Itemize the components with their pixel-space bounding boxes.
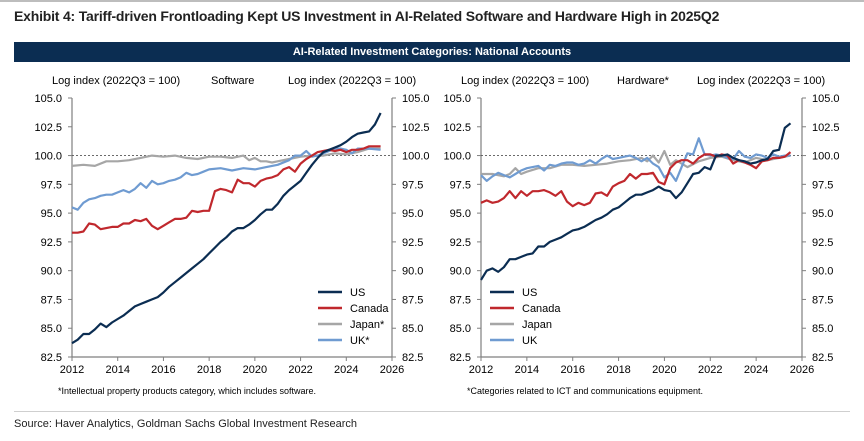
y-tick-label-right: 102.5 xyxy=(402,122,430,134)
legend-label-canada: Canada xyxy=(522,303,561,315)
y-tick-label-left: 87.5 xyxy=(41,294,62,306)
series-line-japan xyxy=(71,147,381,167)
x-tick-label: 2012 xyxy=(469,364,493,376)
y-tick-label-left: 92.5 xyxy=(41,237,62,249)
series-line-us xyxy=(480,122,792,281)
x-tick-label: 2024 xyxy=(744,364,768,376)
right-axis-label: Log index (2022Q3 = 100) xyxy=(697,75,826,87)
right-axis-label: Log index (2022Q3 = 100) xyxy=(288,75,417,87)
y-tick-label-right: 95.0 xyxy=(402,208,423,220)
y-tick-label-left: 105.0 xyxy=(34,93,62,105)
y-tick-label-left: 100.0 xyxy=(443,151,471,163)
y-tick-label-left: 95.0 xyxy=(41,208,62,220)
y-tick-label-right: 90.0 xyxy=(812,266,833,278)
left-axis-label: Log index (2022Q3 = 100) xyxy=(52,75,181,87)
series-line-us xyxy=(71,112,382,345)
x-tick-label: 2018 xyxy=(197,364,221,376)
bottom-rule xyxy=(14,411,850,412)
top-rule xyxy=(0,0,864,2)
y-tick-label-left: 92.5 xyxy=(450,237,471,249)
chart-title: Software xyxy=(211,75,255,87)
x-tick-label: 2026 xyxy=(790,364,814,376)
y-tick-label-right: 87.5 xyxy=(402,294,423,306)
legend-label-uk: UK* xyxy=(350,335,370,347)
chart-banner: AI-Related Investment Categories: Nation… xyxy=(14,42,850,62)
x-tick-label: 2012 xyxy=(60,364,84,376)
y-tick-label-right: 85.0 xyxy=(402,323,423,335)
legend-label-us: US xyxy=(350,287,365,299)
y-tick-label-right: 95.0 xyxy=(812,208,833,220)
y-tick-label-right: 100.0 xyxy=(402,151,430,163)
y-tick-label-right: 90.0 xyxy=(402,266,423,278)
y-tick-label-right: 87.5 xyxy=(812,294,833,306)
y-tick-label-left: 97.5 xyxy=(450,179,471,191)
y-tick-label-left: 85.0 xyxy=(41,323,62,335)
y-tick-label-right: 82.5 xyxy=(812,352,833,364)
source-note: Source: Haver Analytics, Goldman Sachs G… xyxy=(14,418,357,430)
x-tick-label: 2022 xyxy=(698,364,722,376)
y-tick-label-left: 95.0 xyxy=(450,208,471,220)
y-tick-label-left: 100.0 xyxy=(34,151,62,163)
x-tick-label: 2014 xyxy=(515,364,539,376)
y-tick-label-right: 97.5 xyxy=(402,179,423,191)
footnote: *Intellectual property products category… xyxy=(58,386,316,396)
y-tick-label-right: 105.0 xyxy=(402,93,430,105)
chart-title: Hardware* xyxy=(617,75,669,87)
y-tick-label-right: 102.5 xyxy=(812,122,840,134)
y-tick-label-right: 92.5 xyxy=(812,237,833,249)
x-tick-label: 2020 xyxy=(243,364,267,376)
legend-label-us: US xyxy=(522,287,537,299)
footnote: *Categories related to ICT and communica… xyxy=(467,386,703,396)
legend-label-canada: Canada xyxy=(350,303,389,315)
legend-label-uk: UK xyxy=(522,335,538,347)
chart-hardware: 82.5 82.5 85.0 85.0 87.5 87.5 90.0 90.0 92.5 92.5… xyxy=(443,93,840,376)
chart-software: 82.5 82.5 85.0 85.0 87.5 87.5 90.0 90.0 92.5 92.5… xyxy=(34,93,430,376)
y-tick-label-right: 85.0 xyxy=(812,323,833,335)
y-tick-label-left: 90.0 xyxy=(41,266,62,278)
exhibit-title: Exhibit 4: Tariff-driven Frontloading Ke… xyxy=(14,8,720,24)
legend-label-japan: Japan* xyxy=(350,319,385,331)
y-tick-label-right: 97.5 xyxy=(812,179,833,191)
y-tick-label-left: 102.5 xyxy=(34,122,62,134)
y-tick-label-left: 82.5 xyxy=(450,352,471,364)
x-tick-label: 2026 xyxy=(380,364,404,376)
x-tick-label: 2024 xyxy=(334,364,358,376)
y-tick-label-left: 85.0 xyxy=(450,323,471,335)
y-tick-label-right: 92.5 xyxy=(402,237,423,249)
left-axis-label: Log index (2022Q3 = 100) xyxy=(461,75,590,87)
y-tick-label-left: 102.5 xyxy=(443,122,471,134)
y-tick-label-right: 100.0 xyxy=(812,151,840,163)
x-tick-label: 2018 xyxy=(606,364,630,376)
x-tick-label: 2014 xyxy=(105,364,129,376)
y-tick-label-left: 90.0 xyxy=(450,266,471,278)
y-tick-label-right: 105.0 xyxy=(812,93,840,105)
y-tick-label-left: 87.5 xyxy=(450,294,471,306)
x-tick-label: 2022 xyxy=(288,364,312,376)
y-tick-label-left: 105.0 xyxy=(443,93,471,105)
legend-label-japan: Japan xyxy=(522,319,552,331)
y-tick-label-right: 82.5 xyxy=(402,352,423,364)
y-tick-label-left: 97.5 xyxy=(41,179,62,191)
series-line-uk xyxy=(480,137,791,182)
x-tick-label: 2020 xyxy=(652,364,676,376)
y-tick-label-left: 82.5 xyxy=(41,352,62,364)
x-tick-label: 2016 xyxy=(151,364,175,376)
x-tick-label: 2016 xyxy=(560,364,584,376)
